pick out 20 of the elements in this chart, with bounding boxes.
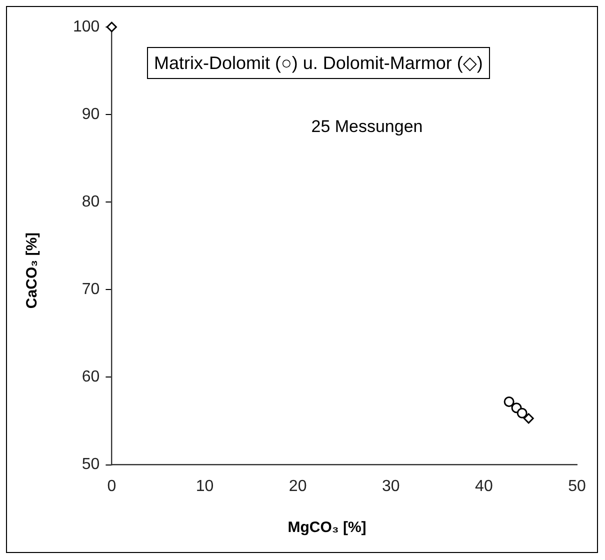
y-tick-label: 60 (82, 368, 100, 386)
point (504, 396, 514, 408)
x-tick-label: 30 (382, 478, 400, 495)
x-axis-title: MgCO₃ [%] (286, 519, 368, 536)
x-tick-label: 10 (196, 478, 214, 495)
x-tick-label: 0 (107, 478, 116, 495)
annotation: Matrix-Dolomit (○) u. Dolomit-Marmor (◇) (147, 47, 490, 79)
x-tick-label: 40 (475, 478, 493, 495)
x-tick-label: 20 (288, 478, 307, 495)
y-tick-label: 100 (72, 18, 100, 36)
y-tick-label: 80 (82, 194, 100, 211)
point (106, 22, 117, 32)
y-tick-label: 70 (82, 281, 100, 298)
point (523, 413, 534, 424)
y-tick-label: 90 (82, 106, 100, 123)
point (516, 408, 528, 418)
annotation: 25 Messungen (310, 117, 424, 137)
x-tick-label: 50 (568, 478, 586, 495)
y-tick-label: 50 (82, 456, 100, 474)
y-axis-title: CaCO₃ [%] (24, 231, 40, 311)
